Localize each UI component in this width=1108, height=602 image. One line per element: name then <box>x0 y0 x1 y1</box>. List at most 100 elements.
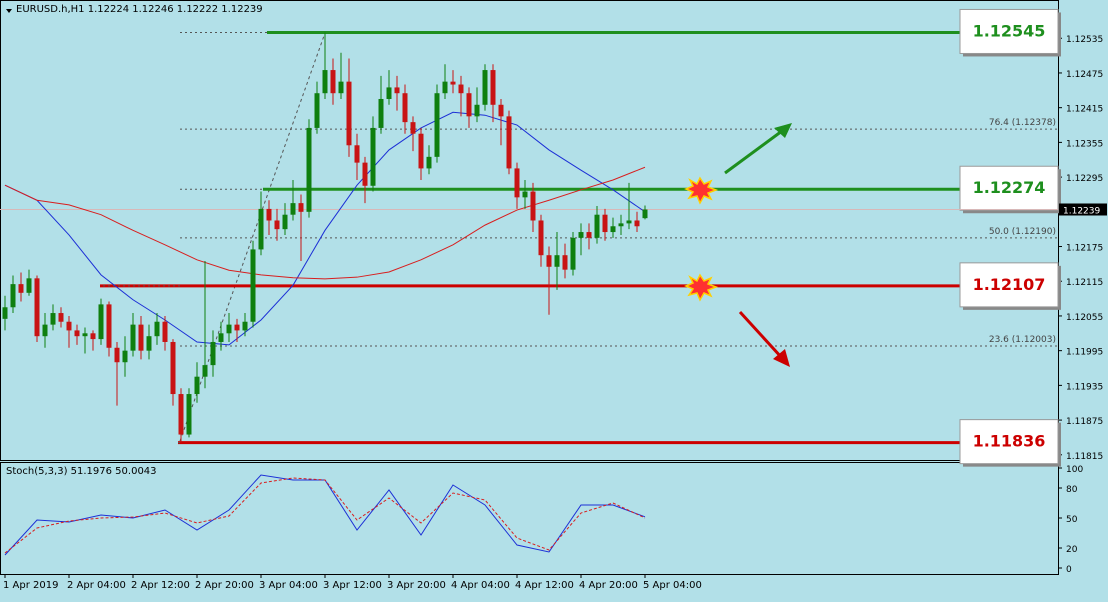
candle-body <box>106 304 112 348</box>
level-label: 1.12274 <box>973 178 1046 197</box>
candle-body <box>66 321 72 331</box>
x-tick-label: 2 Apr 04:00 <box>67 580 126 591</box>
candle-body <box>90 333 96 340</box>
fib-label: 23.6 (1.12003) <box>989 335 1056 345</box>
candle-body <box>330 70 336 94</box>
level-box <box>959 8 1059 54</box>
stoch-header: Stoch(5,3,3) 51.1976 50.0043 <box>6 466 157 477</box>
last-price-box <box>1059 203 1107 216</box>
y-tick-label: 80 <box>1066 485 1078 495</box>
candle-body <box>178 394 184 435</box>
candle-body <box>578 232 584 238</box>
y-tick-label: 1.12355 <box>1066 139 1103 149</box>
candle-body <box>282 214 288 230</box>
y-tick-label: 100 <box>1066 465 1083 475</box>
arrow-head <box>774 123 792 138</box>
stoch-line <box>4 477 646 554</box>
level-label: 1.12545 <box>973 21 1046 40</box>
candle-body <box>186 394 192 435</box>
candle-body <box>426 156 432 169</box>
candle-body <box>34 278 40 337</box>
candle-body <box>450 81 456 85</box>
x-tick-label: 3 Apr 04:00 <box>259 580 318 591</box>
candle-body <box>346 81 352 146</box>
plot-layer: 1.12535 1.12475 1.12415 1.12355 1.12295 1.121… <box>0 8 1107 591</box>
candle-body <box>458 84 464 94</box>
candle-body <box>322 70 328 94</box>
level-label: 1.12107 <box>973 275 1046 294</box>
x-tick-label: 2 Apr 12:00 <box>131 580 190 591</box>
candle-body <box>290 203 296 215</box>
burst <box>684 273 719 302</box>
candle-body <box>466 93 472 117</box>
candle-body <box>306 127 312 212</box>
menu-triangle <box>6 9 12 13</box>
arrow-up <box>724 129 783 175</box>
y-tick-label: 1.11815 <box>1066 452 1103 462</box>
candle-body <box>634 220 640 227</box>
candle-body <box>586 232 592 238</box>
candle-body <box>594 214 600 238</box>
candle-body <box>546 255 552 267</box>
candle-body <box>626 220 632 224</box>
x-tick-label: 3 Apr 20:00 <box>387 580 446 591</box>
candle-body <box>202 365 208 377</box>
candle-body <box>314 93 320 128</box>
y-tick-label: 0 <box>1066 565 1072 575</box>
y-tick-label: 1.11995 <box>1066 348 1103 358</box>
candle-body <box>162 321 168 342</box>
y-tick-label: 50 <box>1066 515 1078 525</box>
decorations <box>684 123 792 367</box>
candle-body <box>610 226 616 233</box>
x-tick-label: 1 Apr 2019 <box>3 580 58 591</box>
candle-body <box>114 347 120 363</box>
level-box <box>959 419 1059 465</box>
candle-body <box>562 255 568 270</box>
candle-body <box>18 284 24 293</box>
candle-body <box>170 341 176 395</box>
candle-body <box>26 278 32 293</box>
y-tick-label: 1.12475 <box>1066 70 1103 80</box>
candle-body <box>410 122 416 134</box>
candle-body <box>490 70 496 105</box>
y-tick-label: 1.12175 <box>1066 244 1103 254</box>
candle-body <box>514 168 520 198</box>
candle-body <box>298 203 304 212</box>
y-tick-label: 1.12055 <box>1066 313 1103 323</box>
candle-body <box>242 321 248 331</box>
y-tick-label: 1.12115 <box>1066 278 1103 288</box>
stoch-panel <box>0 462 1059 575</box>
arrow-down <box>738 310 784 360</box>
candle-body <box>362 162 368 186</box>
fib-label: 50.0 (1.12190) <box>989 227 1056 237</box>
candle-body <box>498 104 504 117</box>
candle-body <box>250 249 256 322</box>
candle-body <box>154 321 160 337</box>
candle-body <box>234 324 240 331</box>
candle-body <box>394 87 400 94</box>
x-tick-label: 4 Apr 20:00 <box>579 580 638 591</box>
candle-body <box>618 223 624 227</box>
candle-body <box>50 313 56 325</box>
candle-body <box>354 145 360 163</box>
moving-average <box>4 111 646 346</box>
candle-body <box>642 209 648 219</box>
candle-body <box>266 208 272 221</box>
candle-body <box>226 324 232 334</box>
candle-body <box>602 214 608 233</box>
candle-body <box>194 376 200 395</box>
level-box <box>959 262 1059 308</box>
price-panel <box>0 0 1059 461</box>
level-box <box>959 165 1059 211</box>
candle-body <box>370 127 376 186</box>
y-tick-label: 1.12535 <box>1066 35 1103 45</box>
candle-body <box>138 324 144 351</box>
candle-body <box>386 87 392 99</box>
x-tick-label: 4 Apr 04:00 <box>451 580 510 591</box>
candle-body <box>418 133 424 169</box>
candle-body <box>434 93 440 157</box>
candle-body <box>58 313 64 322</box>
level-label: 1.11836 <box>973 432 1046 451</box>
y-tick-label: 1.12415 <box>1066 105 1103 115</box>
candle-body <box>522 191 528 198</box>
